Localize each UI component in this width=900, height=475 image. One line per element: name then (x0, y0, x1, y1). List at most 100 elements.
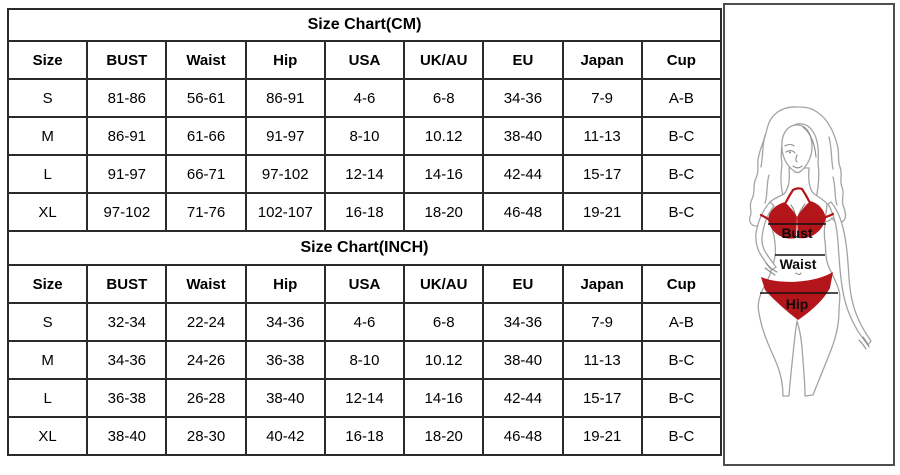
col-header-size: Size (6, 264, 89, 304)
cell: 7-9 (561, 302, 643, 342)
cell: 6-8 (403, 78, 485, 118)
cell: 18-20 (403, 192, 485, 232)
cell: 14-16 (403, 154, 485, 194)
bikini-cup-left (768, 202, 797, 239)
cell: 38-40 (482, 116, 564, 156)
cell: 86-91 (244, 78, 326, 118)
cell: A-B (640, 78, 723, 118)
bikini-straps (759, 187, 835, 221)
cell: 6-8 (403, 302, 485, 342)
cell: 66-71 (165, 154, 247, 194)
cell: 26-28 (165, 378, 247, 418)
hip-label: Hip (786, 296, 809, 312)
cell: 56-61 (165, 78, 247, 118)
col-header-waist: Waist (165, 40, 247, 80)
cell: B-C (640, 116, 723, 156)
cell: M (6, 116, 89, 156)
col-header-ukau: UK/AU (403, 264, 485, 304)
nose (795, 154, 798, 163)
inch-row-m: M 34-36 24-26 36-38 8-10 10.12 38-40 11-… (6, 340, 723, 380)
inch-header-row: Size BUST Waist Hip USA UK/AU EU Japan C… (6, 264, 723, 304)
col-header-hip: Hip (244, 40, 326, 80)
cell: 42-44 (482, 378, 564, 418)
cell: XL (6, 416, 89, 456)
eye (785, 150, 796, 154)
cell: 91-97 (86, 154, 168, 194)
right-hand-fingers (858, 336, 870, 350)
mouth (792, 165, 803, 169)
col-header-japan: Japan (561, 264, 643, 304)
cell: 42-44 (482, 154, 564, 194)
col-header-ukau: UK/AU (403, 40, 485, 80)
cell: 34-36 (86, 340, 168, 380)
cell: 22-24 (165, 302, 247, 342)
col-header-cup: Cup (640, 264, 723, 304)
cell: A-B (640, 302, 723, 342)
col-header-waist: Waist (165, 264, 247, 304)
cell: 11-13 (561, 340, 643, 380)
cell: 15-17 (561, 378, 643, 418)
cell: 40-42 (244, 416, 326, 456)
cell: 7-9 (561, 78, 643, 118)
cell: 97-102 (244, 154, 326, 194)
cell: 16-18 (323, 416, 406, 456)
left-arm (755, 201, 777, 271)
cell: 19-21 (561, 192, 643, 232)
cm-table-title: Size Chart(CM) (7, 8, 722, 42)
cell: 28-30 (165, 416, 247, 456)
cell: 36-38 (244, 340, 326, 380)
cell: 86-91 (86, 116, 168, 156)
col-header-eu: EU (482, 264, 564, 304)
col-header-bust: BUST (86, 264, 168, 304)
cell: B-C (640, 154, 723, 194)
cm-row-s: S 81-86 56-61 86-91 4-6 6-8 34-36 7-9 A-… (6, 78, 723, 118)
cm-title-row: Size Chart(CM) (7, 8, 722, 42)
cell: B-C (640, 416, 723, 456)
inch-title-row: Size Chart(INCH) (7, 230, 722, 266)
cell: L (6, 154, 89, 194)
cell: M (6, 340, 89, 380)
cell: 91-97 (244, 116, 326, 156)
cell: 97-102 (86, 192, 168, 232)
cm-header-row: Size BUST Waist Hip USA UK/AU EU Japan C… (6, 40, 723, 80)
face (781, 124, 813, 174)
bikini (761, 201, 833, 320)
cell: 38-40 (86, 416, 168, 456)
cell: 4-6 (323, 302, 406, 342)
cell: 34-36 (482, 78, 564, 118)
col-header-usa: USA (323, 264, 406, 304)
cell: B-C (640, 192, 723, 232)
cell: B-C (640, 340, 723, 380)
cell: 71-76 (165, 192, 247, 232)
cell: 38-40 (244, 378, 326, 418)
cell: XL (6, 192, 89, 232)
cell: 61-66 (165, 116, 247, 156)
waist-label: Waist (780, 256, 817, 272)
measurement-lines (760, 223, 838, 294)
cell: 38-40 (482, 340, 564, 380)
cell: L (6, 378, 89, 418)
bust-label: Bust (781, 225, 812, 241)
cell: 34-36 (244, 302, 326, 342)
inch-row-xl: XL 38-40 28-30 40-42 16-18 18-20 46-48 1… (6, 416, 723, 456)
navel (795, 272, 802, 276)
cell: 10.12 (403, 340, 485, 380)
col-header-japan: Japan (561, 40, 643, 80)
cell: 16-18 (323, 192, 406, 232)
cell: 14-16 (403, 378, 485, 418)
col-header-bust: BUST (86, 40, 168, 80)
eyebrow (784, 143, 795, 147)
cell: 15-17 (561, 154, 643, 194)
cm-row-xl: XL 97-102 71-76 102-107 16-18 18-20 46-4… (6, 192, 723, 232)
cm-row-l: L 91-97 66-71 97-102 12-14 14-16 42-44 1… (6, 154, 723, 194)
cell: 12-14 (323, 378, 406, 418)
cell: 8-10 (323, 340, 406, 380)
col-header-eu: EU (482, 40, 564, 80)
size-chart-inch: Size Chart(INCH) Size BUST Waist Hip USA… (6, 230, 723, 456)
cell: 24-26 (165, 340, 247, 380)
cell: 46-48 (482, 192, 564, 232)
cm-row-m: M 86-91 61-66 91-97 8-10 10.12 38-40 11-… (6, 116, 723, 156)
hair (749, 106, 847, 227)
cell: 36-38 (86, 378, 168, 418)
